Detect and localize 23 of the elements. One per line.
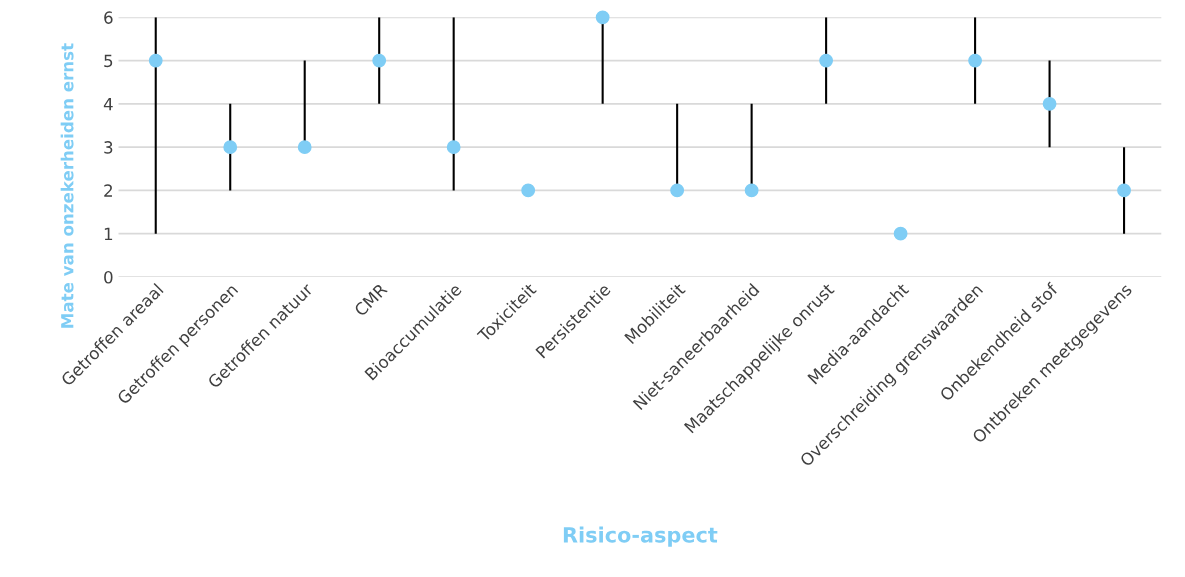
point <box>670 183 685 198</box>
point <box>521 183 536 198</box>
y-tick-label: 2 <box>104 184 112 197</box>
point <box>1042 96 1057 111</box>
point <box>744 183 759 198</box>
x-axis-title: Risico-aspect <box>563 526 718 547</box>
point <box>148 53 163 68</box>
point <box>1117 183 1131 198</box>
point <box>819 53 834 68</box>
y-tick-label: 3 <box>104 141 113 154</box>
point <box>372 53 387 68</box>
y-axis-title: Mate van onzekerheiden ernst <box>60 43 74 328</box>
point <box>968 53 982 68</box>
point <box>893 226 908 241</box>
y-tick-label: 5 <box>104 54 113 68</box>
y-tick-label: 0 <box>104 270 113 284</box>
point <box>223 140 238 155</box>
y-tick-label: 6 <box>104 11 113 24</box>
point <box>595 10 610 25</box>
y-tick-label: 1 <box>104 227 113 241</box>
point <box>297 140 312 155</box>
y-tick-label: 4 <box>103 98 113 111</box>
point <box>446 140 461 155</box>
